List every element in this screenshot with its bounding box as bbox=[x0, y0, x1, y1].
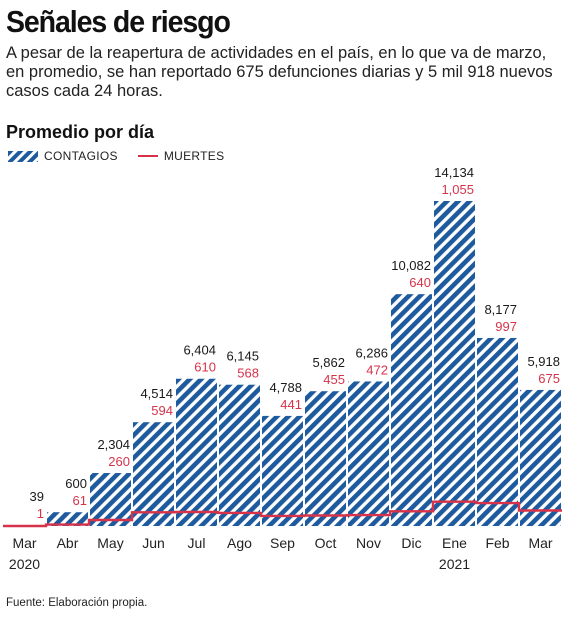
data-label-contagios: 39 bbox=[30, 489, 44, 504]
bar-contagios bbox=[47, 512, 88, 526]
data-label-muertes: 472 bbox=[366, 362, 388, 377]
bar-contagios bbox=[305, 391, 346, 526]
x-tick-label: Abr bbox=[57, 535, 79, 551]
legend-label-contagios: CONTAGIOS bbox=[44, 149, 118, 163]
data-label-contagios: 5,862 bbox=[312, 355, 345, 370]
bar-contagios bbox=[219, 384, 260, 526]
data-label-muertes: 610 bbox=[194, 360, 216, 375]
bar-contagios bbox=[477, 337, 518, 526]
x-tick-label: Jun bbox=[142, 535, 165, 551]
legend-swatch-muertes bbox=[137, 155, 158, 157]
page-title: Señales de riesgo bbox=[6, 4, 231, 39]
x-tick-label: Dic bbox=[401, 535, 421, 551]
data-label-muertes: 441 bbox=[280, 397, 302, 412]
x-tick-label: Mar bbox=[12, 535, 36, 551]
page-subtitle: A pesar de la reapertura de actividades … bbox=[6, 44, 553, 100]
x-tick-label: Feb bbox=[485, 535, 509, 551]
bar-contagios bbox=[262, 415, 303, 526]
data-label-contagios: 6,145 bbox=[226, 349, 259, 364]
bar-contagios bbox=[133, 422, 174, 526]
data-label-muertes: 568 bbox=[237, 366, 259, 381]
data-label-muertes: 640 bbox=[409, 275, 431, 290]
bar-contagios bbox=[348, 381, 389, 526]
x-tick-label: Mar bbox=[528, 535, 552, 551]
data-label-muertes: 675 bbox=[538, 371, 560, 386]
x-tick-label: Jul bbox=[188, 535, 206, 551]
data-label-contagios: 4,788 bbox=[269, 380, 302, 395]
bar-contagios bbox=[90, 473, 131, 526]
data-label-muertes: 997 bbox=[495, 319, 517, 334]
data-label-contagios: 14,134 bbox=[434, 165, 474, 180]
data-label-contagios: 600 bbox=[65, 476, 87, 491]
data-label-contagios: 4,514 bbox=[140, 386, 173, 401]
x-tick-label: Oct bbox=[315, 535, 337, 551]
bar-contagios bbox=[391, 294, 432, 526]
section-title: Promedio por día bbox=[6, 122, 155, 142]
data-label-contagios: 6,286 bbox=[355, 345, 388, 360]
x-year-label: 2020 bbox=[9, 556, 40, 572]
legend-swatch-contagios bbox=[8, 150, 38, 162]
bar-contagios bbox=[434, 201, 475, 526]
data-label-muertes: 1,055 bbox=[441, 182, 474, 197]
x-tick-label: Sep bbox=[270, 535, 295, 551]
x-year-label: 2021 bbox=[439, 556, 470, 572]
data-label-muertes: 1 bbox=[37, 506, 44, 521]
chart-legend: CONTAGIOS MUERTES bbox=[8, 149, 224, 163]
bar-contagios bbox=[520, 389, 561, 526]
data-label-contagios: 8,177 bbox=[484, 302, 517, 317]
data-label-contagios: 2,304 bbox=[97, 437, 130, 452]
x-tick-label: Ago bbox=[227, 535, 252, 551]
bar-chart: 391Mar202060061Abr2,304260May4,514594Jun… bbox=[3, 165, 562, 572]
legend-label-muertes: MUERTES bbox=[163, 149, 225, 163]
bar-contagios bbox=[176, 378, 217, 526]
data-label-contagios: 6,404 bbox=[183, 343, 216, 358]
data-label-muertes: 455 bbox=[323, 372, 345, 387]
data-label-contagios: 5,918 bbox=[527, 354, 560, 369]
x-tick-label: May bbox=[97, 535, 123, 551]
series-line-muertes bbox=[3, 500, 562, 528]
data-label-muertes: 61 bbox=[73, 493, 87, 508]
data-label-muertes: 594 bbox=[151, 403, 173, 418]
data-label-muertes: 260 bbox=[108, 454, 130, 469]
source-note: Fuente: Elaboración propia. bbox=[6, 597, 148, 609]
data-label-contagios: 10,082 bbox=[391, 258, 431, 273]
x-tick-label: Nov bbox=[356, 535, 381, 551]
x-tick-label: Ene bbox=[442, 535, 467, 551]
